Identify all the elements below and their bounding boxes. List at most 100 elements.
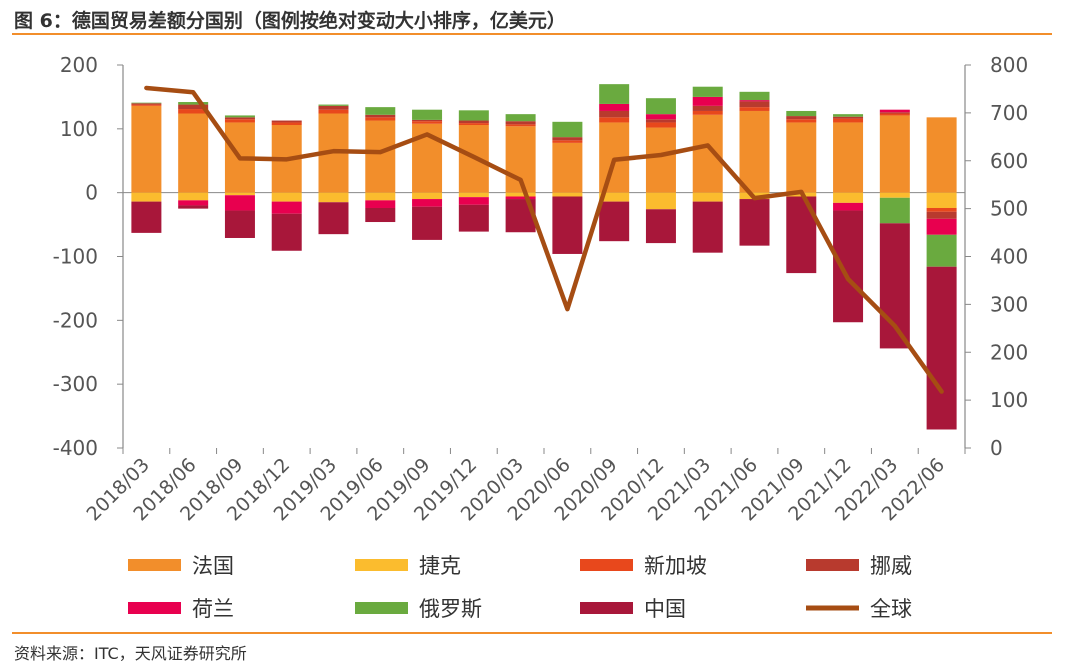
bar-segment bbox=[879, 113, 910, 116]
bar-segment bbox=[412, 206, 443, 240]
left-tick-label: 100 bbox=[60, 117, 98, 141]
bar-segment bbox=[505, 114, 536, 122]
bar-segment bbox=[552, 140, 583, 143]
bar-segment bbox=[271, 122, 302, 126]
bar-segment bbox=[178, 113, 209, 193]
bar-segment bbox=[739, 110, 770, 193]
bar-segment bbox=[599, 110, 630, 118]
bar-segment bbox=[365, 117, 396, 121]
bar-segment bbox=[318, 104, 349, 106]
bar-segment bbox=[271, 213, 302, 251]
bar-segment bbox=[692, 110, 723, 115]
legend-label: 新加坡 bbox=[644, 554, 707, 578]
bar-segment bbox=[599, 201, 630, 242]
bar-segment bbox=[786, 119, 817, 123]
bar-segment bbox=[412, 199, 443, 207]
bar-segment bbox=[318, 202, 349, 235]
bar-segment bbox=[786, 116, 817, 120]
bar-segment bbox=[786, 122, 817, 193]
bar-segment bbox=[833, 114, 864, 117]
bar-segment bbox=[692, 114, 723, 193]
bar-segment bbox=[178, 192, 209, 201]
bar-segment bbox=[178, 205, 209, 209]
bar-segment bbox=[458, 192, 489, 198]
bar-segment bbox=[692, 96, 723, 106]
bar-segment bbox=[739, 199, 770, 246]
legend-label: 挪威 bbox=[870, 554, 912, 578]
bar-segment bbox=[879, 112, 910, 114]
bar-segment bbox=[131, 192, 162, 202]
bar-segment bbox=[505, 192, 536, 197]
bar-segment bbox=[692, 192, 723, 202]
bar-segment bbox=[224, 192, 255, 196]
bar-segment bbox=[833, 210, 864, 323]
bar-segment bbox=[365, 120, 396, 193]
legend-label: 中国 bbox=[644, 597, 686, 621]
bar-segment bbox=[833, 122, 864, 193]
bar-segment bbox=[412, 119, 443, 122]
bar-segment bbox=[599, 103, 630, 111]
bar-segment bbox=[833, 192, 864, 203]
bar-segment bbox=[224, 117, 255, 120]
bar-segment bbox=[645, 209, 676, 244]
right-tick-label: 700 bbox=[990, 101, 1028, 125]
bar-segment bbox=[131, 201, 162, 233]
bar-segment bbox=[365, 192, 396, 201]
bar-segment bbox=[505, 124, 536, 127]
bar-segment bbox=[739, 91, 770, 101]
bar-segment bbox=[224, 195, 255, 211]
legend-label: 捷克 bbox=[419, 554, 461, 578]
bar-segment bbox=[318, 192, 349, 203]
axes-layer bbox=[117, 64, 971, 454]
bar-segment bbox=[739, 100, 770, 102]
left-tick-label: -400 bbox=[53, 436, 98, 460]
bar-segment bbox=[131, 104, 162, 106]
bar-segment bbox=[645, 98, 676, 115]
right-tick-label: 400 bbox=[990, 245, 1028, 269]
right-tick-label: 500 bbox=[990, 197, 1028, 221]
bar-segment bbox=[599, 117, 630, 123]
bar-segment bbox=[178, 109, 209, 114]
bar-segment bbox=[692, 201, 723, 253]
left-tick-label: -100 bbox=[53, 245, 98, 269]
bar-segment bbox=[645, 114, 676, 120]
right-tick-label: 100 bbox=[990, 388, 1028, 412]
left-tick-label: -200 bbox=[53, 308, 98, 332]
bar-segment bbox=[926, 207, 957, 212]
legend-label: 法国 bbox=[192, 554, 234, 578]
bar-segment bbox=[505, 121, 536, 125]
footer-divider bbox=[12, 632, 1052, 634]
legend-label: 俄罗斯 bbox=[419, 597, 482, 621]
bar-segment bbox=[926, 234, 957, 267]
bar-segment bbox=[879, 192, 910, 198]
legend-swatch bbox=[355, 559, 408, 571]
line-layer bbox=[144, 85, 944, 394]
right-tick-label: 300 bbox=[990, 292, 1028, 316]
bar-segment bbox=[599, 84, 630, 104]
bar-segment bbox=[131, 103, 162, 105]
bar-segment bbox=[645, 127, 676, 193]
bar-segment bbox=[271, 192, 302, 202]
bar-segment bbox=[365, 207, 396, 223]
title-divider bbox=[12, 33, 1052, 35]
chart: 200 100 0 -100 -200 -300 -400 800 700 600 500 400 30… bbox=[53, 53, 1029, 621]
right-tick-label: 600 bbox=[990, 149, 1028, 173]
series-line bbox=[144, 85, 944, 394]
bar-segment bbox=[552, 196, 583, 254]
bar-segment bbox=[833, 116, 864, 119]
bar-segment bbox=[645, 122, 676, 128]
bar-segment bbox=[926, 192, 957, 208]
left-tick-label: 0 bbox=[85, 181, 98, 205]
bar-segment bbox=[645, 119, 676, 123]
bar-segment bbox=[365, 114, 396, 118]
bar-segment bbox=[271, 201, 302, 214]
bar-segment bbox=[505, 196, 536, 200]
bar-segment bbox=[458, 120, 489, 124]
bar-segment bbox=[458, 123, 489, 126]
legend-label: 全球 bbox=[870, 597, 912, 621]
legend-swatch bbox=[128, 559, 181, 571]
bar-segment bbox=[178, 200, 209, 206]
bar-segment bbox=[926, 117, 957, 193]
right-tick-label: 200 bbox=[990, 340, 1028, 364]
